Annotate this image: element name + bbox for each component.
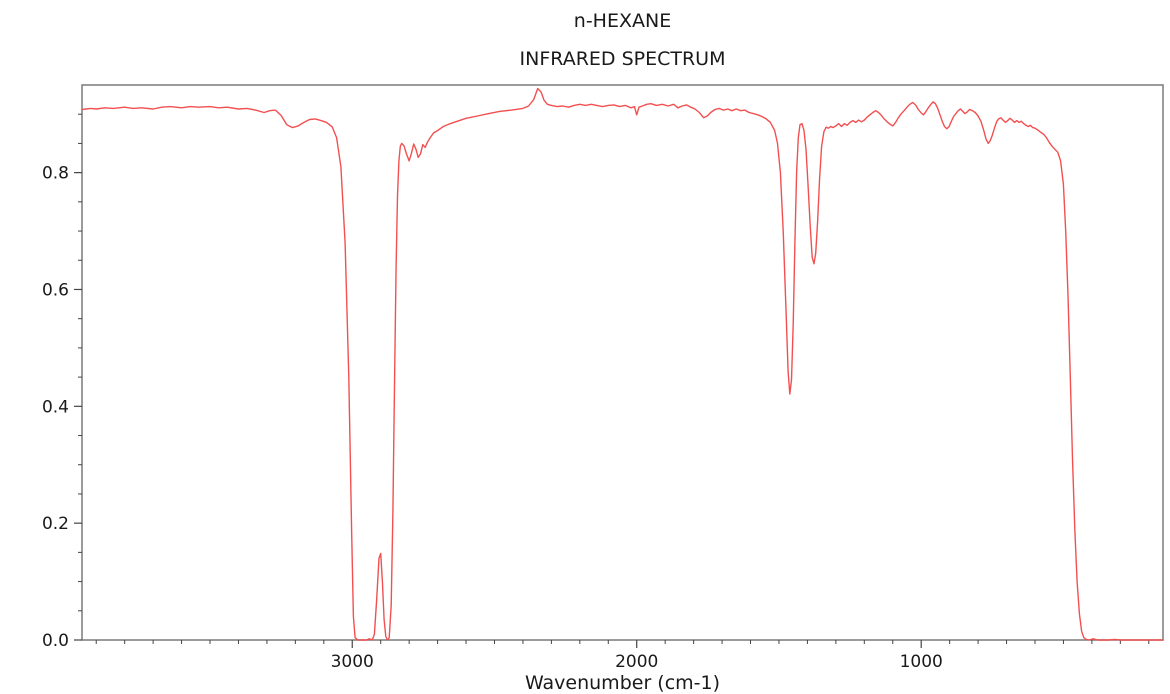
spectrum-line xyxy=(81,87,1164,641)
chart-subtitle: INFRARED SPECTRUM xyxy=(519,48,726,70)
y-tick-label: 0.2 xyxy=(42,514,69,534)
x-tick-label: 2000 xyxy=(615,652,658,672)
x-tick-label: 1000 xyxy=(900,652,943,672)
chart-title: n-HEXANE xyxy=(573,10,672,32)
y-tick-label: 0.6 xyxy=(42,280,69,300)
x-tick-label: 3000 xyxy=(331,652,374,672)
plot-frame xyxy=(81,84,1164,641)
y-tick-label: 0.4 xyxy=(42,397,69,417)
y-tick-label: 0.8 xyxy=(42,164,69,184)
x-axis-label: Wavenumber (cm-1) xyxy=(524,672,721,694)
y-tick-label: 0.0 xyxy=(42,631,69,651)
